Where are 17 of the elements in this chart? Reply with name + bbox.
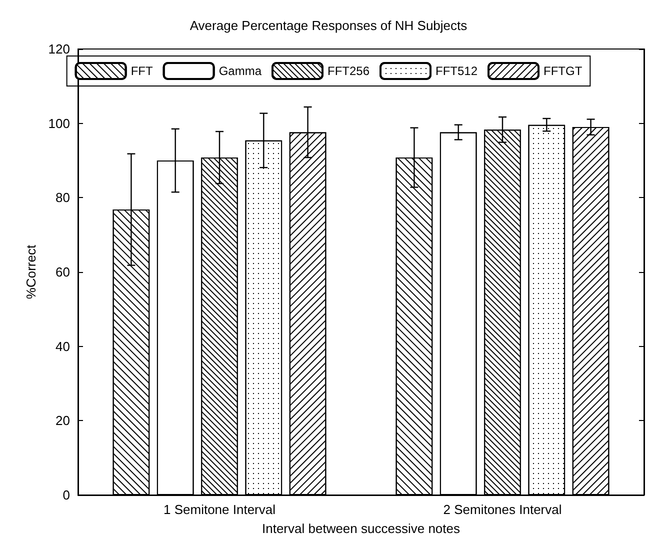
legend-label: FFT <box>130 64 154 78</box>
y-axis-title: %Correct <box>23 244 38 300</box>
y-tick-label: 40 <box>56 338 70 354</box>
x-axis-title: Interval between successive notes <box>262 521 460 536</box>
x-tick-label: 1 Semitone Interval <box>163 502 276 517</box>
y-tick-label: 0 <box>62 488 70 502</box>
legend-label: Gamma <box>218 64 262 78</box>
legend-label: FFTGT <box>544 64 583 78</box>
x-tick-label: 2 Semitones Interval <box>443 502 562 517</box>
chart-title: Average Percentage Responses of NH Subjects <box>190 18 468 33</box>
legend-label: FFT512 <box>436 64 478 78</box>
y-tick-label: 100 <box>48 116 70 131</box>
y-tick-label: 80 <box>56 190 70 206</box>
y-tick-label: 120 <box>48 42 70 56</box>
legend-label: FFT256 <box>327 64 370 78</box>
y-tick-label: 60 <box>56 264 70 280</box>
y-tick-label: 20 <box>56 413 70 428</box>
